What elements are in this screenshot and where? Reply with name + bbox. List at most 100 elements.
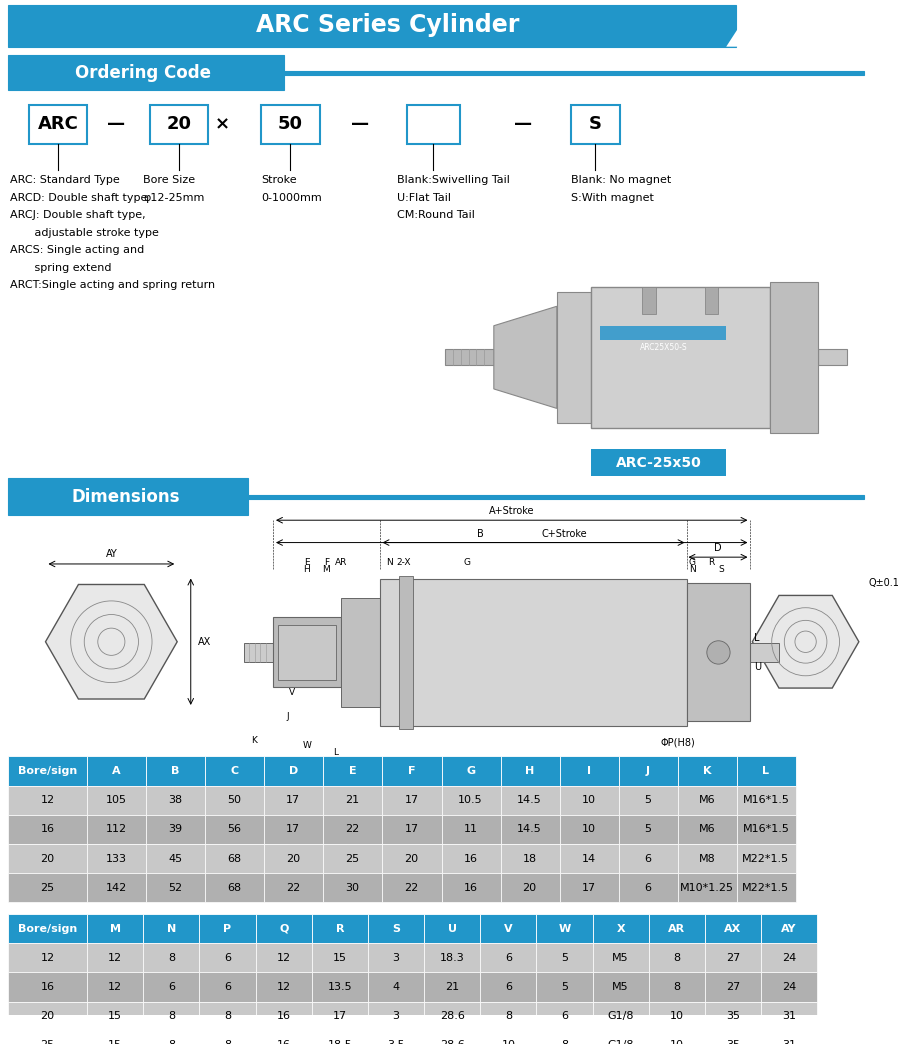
Bar: [481, 1001, 536, 1030]
Bar: [500, 814, 560, 844]
Bar: [536, 1001, 592, 1030]
Bar: [200, 1001, 256, 1030]
Text: 22: 22: [346, 825, 360, 834]
Bar: [265, 873, 323, 902]
Text: M10*1.25: M10*1.25: [680, 883, 734, 893]
Text: 30: 30: [346, 883, 359, 893]
Bar: [761, 1030, 817, 1044]
Bar: [87, 844, 146, 873]
Text: D: D: [714, 544, 721, 553]
Text: 16: 16: [40, 825, 54, 834]
Bar: [146, 757, 205, 786]
Bar: [678, 873, 737, 902]
Text: 20: 20: [40, 1011, 55, 1021]
Bar: [205, 814, 265, 844]
Text: 25: 25: [40, 883, 55, 893]
Bar: [442, 873, 500, 902]
Text: G: G: [688, 557, 696, 567]
Bar: [399, 575, 413, 730]
Text: M8: M8: [698, 854, 716, 863]
Text: 27: 27: [726, 982, 740, 992]
Bar: [205, 873, 265, 902]
Text: 3: 3: [392, 1011, 400, 1021]
Bar: [380, 578, 688, 727]
Text: 12: 12: [276, 982, 291, 992]
Bar: [618, 757, 678, 786]
Bar: [368, 1030, 424, 1044]
Text: 8: 8: [673, 953, 680, 963]
Text: H: H: [525, 766, 535, 776]
Text: R: R: [708, 557, 715, 567]
Bar: [8, 972, 87, 1001]
Bar: [642, 287, 655, 314]
Text: Dimensions: Dimensions: [72, 488, 180, 506]
Text: L: L: [334, 749, 338, 757]
Text: 39: 39: [168, 825, 183, 834]
Text: 8: 8: [224, 1011, 231, 1021]
Bar: [87, 943, 143, 972]
Text: AR: AR: [335, 557, 347, 567]
Text: 11: 11: [464, 825, 478, 834]
Text: 15: 15: [333, 953, 346, 963]
Bar: [244, 643, 273, 662]
Bar: [424, 972, 481, 1001]
Text: 112: 112: [105, 825, 127, 834]
Text: 105: 105: [105, 796, 127, 805]
Bar: [761, 943, 817, 972]
Text: M: M: [110, 924, 121, 933]
Text: K: K: [251, 736, 256, 745]
Text: 16: 16: [276, 1011, 291, 1021]
Bar: [265, 844, 323, 873]
Bar: [442, 757, 500, 786]
Polygon shape: [796, 5, 834, 47]
Bar: [311, 972, 368, 1001]
Bar: [8, 814, 87, 844]
Bar: [705, 914, 761, 943]
Bar: [382, 757, 442, 786]
Text: E: E: [304, 557, 310, 567]
Bar: [143, 1030, 200, 1044]
Text: 17: 17: [404, 825, 419, 834]
Text: M22*1.5: M22*1.5: [742, 854, 789, 863]
Text: ARC25X50-S: ARC25X50-S: [640, 342, 687, 352]
Text: 8: 8: [167, 1011, 175, 1021]
Bar: [29, 105, 87, 144]
Bar: [770, 282, 818, 432]
Text: AX: AX: [724, 924, 742, 933]
Text: 52: 52: [168, 883, 183, 893]
Bar: [481, 943, 536, 972]
Bar: [500, 873, 560, 902]
Bar: [200, 972, 256, 1001]
Bar: [737, 786, 796, 814]
Text: AR: AR: [669, 924, 686, 933]
Bar: [557, 291, 590, 423]
Text: 6: 6: [505, 982, 512, 992]
Bar: [311, 914, 368, 943]
Bar: [705, 943, 761, 972]
Bar: [8, 478, 248, 516]
Text: 15: 15: [108, 1040, 122, 1044]
Text: 17: 17: [286, 796, 301, 805]
Bar: [311, 1001, 368, 1030]
Bar: [678, 814, 737, 844]
Polygon shape: [494, 306, 557, 408]
Text: ΦP(H8): ΦP(H8): [661, 738, 695, 748]
Bar: [678, 786, 737, 814]
Bar: [536, 914, 592, 943]
Bar: [256, 1030, 311, 1044]
Bar: [87, 786, 146, 814]
Bar: [592, 1030, 649, 1044]
Bar: [424, 1001, 481, 1030]
Bar: [560, 786, 618, 814]
Text: B: B: [477, 529, 483, 539]
Text: 31: 31: [782, 1011, 796, 1021]
Text: I: I: [587, 766, 590, 776]
Bar: [678, 844, 737, 873]
Bar: [705, 972, 761, 1001]
Text: 5: 5: [644, 825, 652, 834]
Bar: [323, 757, 382, 786]
Text: Blank:Swivelling Tail: Blank:Swivelling Tail: [397, 175, 510, 185]
Text: G: G: [464, 557, 470, 567]
Text: Q±0.1: Q±0.1: [868, 578, 899, 589]
Text: J: J: [646, 766, 650, 776]
